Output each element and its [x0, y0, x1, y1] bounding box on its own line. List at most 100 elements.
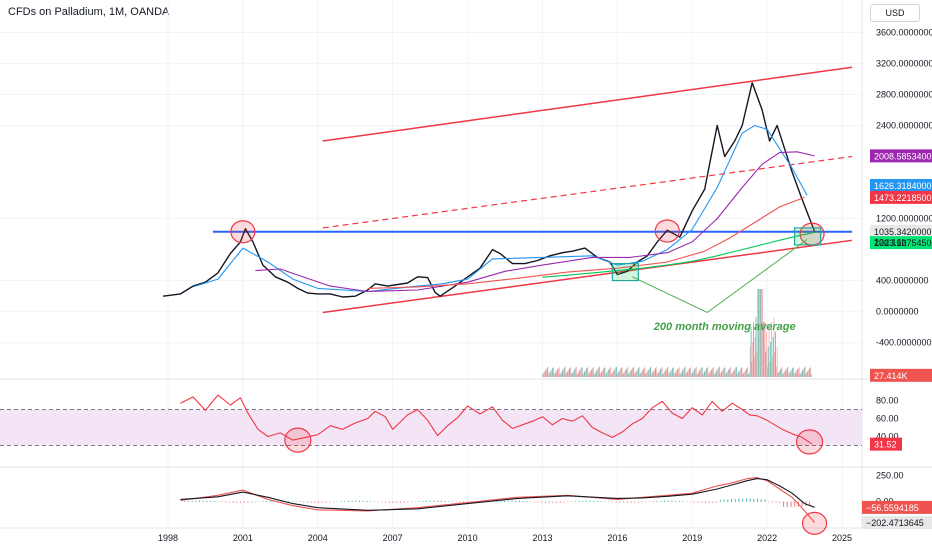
volume-bar [764, 322, 766, 377]
currency-selector[interactable]: USD [870, 4, 920, 22]
x-tick-label: 2010 [458, 533, 478, 543]
volume-bar [625, 369, 627, 377]
volume-bar [781, 366, 783, 377]
macd-hist-bar [712, 501, 714, 503]
x-tick-label: 2022 [757, 533, 777, 543]
volume-bar [567, 370, 569, 377]
volume-bar [681, 371, 683, 377]
rsi-tick-label: 60.00 [876, 414, 899, 424]
volume-bar [717, 369, 719, 377]
macd-hist-bar [619, 501, 621, 503]
macd-hist-bar [239, 501, 241, 503]
volume-bar [802, 370, 803, 377]
volume-bar [646, 372, 648, 377]
volume-bar [744, 371, 745, 377]
macd-hist-bar [634, 501, 636, 503]
volume-bar [553, 374, 555, 377]
x-tick-label: 2013 [532, 533, 552, 543]
volume-bar [590, 370, 592, 377]
volume-bar [582, 374, 584, 377]
volume-bar [552, 368, 554, 377]
volume-bar [664, 370, 666, 377]
volume-bar [573, 370, 575, 377]
volume-bar [722, 370, 723, 377]
macd-hist-bar [373, 501, 375, 502]
channel-lower-line [322, 239, 853, 314]
macd-hist-bar [656, 500, 658, 502]
volume-bar [698, 371, 700, 377]
macd-hist-bar [623, 501, 625, 503]
highlight-circle [654, 219, 680, 243]
volume-bar [632, 368, 634, 377]
rsi-value-box [870, 437, 902, 451]
volume-bar [584, 371, 585, 377]
volume-bar [689, 368, 691, 377]
volume-bar [716, 370, 718, 377]
volume-bar [802, 369, 804, 377]
volume-bar [672, 368, 674, 377]
volume-bar [744, 370, 746, 377]
macd-value-box [862, 516, 932, 530]
price-label-box [870, 224, 932, 238]
rsi-value: 31.52 [874, 440, 897, 450]
volume-bar [668, 374, 670, 377]
volume-bar [657, 372, 659, 377]
volume-bar [562, 369, 564, 377]
macd-hist-bar [399, 501, 401, 503]
macd-hist-bar [500, 500, 502, 502]
macd-hist-bar [403, 501, 405, 503]
volume-bar [591, 369, 593, 377]
volume-bar [653, 370, 655, 377]
volume-bar [557, 369, 559, 377]
macd-hist-bar [299, 501, 301, 503]
volume-bar [542, 374, 544, 377]
volume-bar [797, 369, 799, 377]
macd-hist-bar [243, 501, 245, 503]
volume-bar [736, 374, 738, 377]
macd-hist-bar [321, 501, 323, 503]
volume-bar [633, 374, 635, 377]
channel-upper-line [322, 66, 853, 142]
macd-hist-bar [496, 501, 498, 502]
bar-countdown: 22d 16h [874, 237, 907, 247]
volume-bar [776, 347, 778, 377]
volume-bar [566, 371, 568, 377]
volume-bar [564, 366, 566, 377]
volume-bar [779, 370, 781, 377]
volume-bar [741, 366, 743, 377]
price-label: 1023.1275450 [874, 238, 932, 248]
volume-bar [557, 368, 559, 377]
volume-bar [755, 317, 757, 377]
macd-hist-bar [429, 500, 431, 502]
volume-bar [703, 372, 705, 377]
volume-bar [705, 369, 707, 377]
macd-hist-bar [228, 501, 230, 503]
volume-bar [663, 372, 665, 377]
rsi-tick-label: 80.00 [876, 396, 899, 406]
volume-bar [761, 289, 763, 377]
volume-bar [608, 369, 610, 377]
volume-bar [717, 368, 719, 377]
volume-bar [588, 374, 590, 377]
volume-bar [550, 370, 552, 377]
macd-hist-bar [675, 500, 677, 502]
macd-hist-bar [563, 501, 565, 503]
volume-bar [602, 370, 603, 377]
macd-hist-bar [783, 501, 785, 507]
volume-bar [684, 366, 686, 377]
volume-bar [686, 372, 688, 377]
volume-bar [643, 368, 645, 377]
volume-bar [635, 371, 637, 377]
macd-hist-bar [552, 501, 554, 503]
volume-bar [718, 366, 720, 377]
y-tick-label: 3200.0000000 [876, 58, 932, 68]
macd-hist-bar [645, 501, 647, 503]
volume-bar [715, 371, 717, 377]
macd-hist-bar [366, 500, 368, 502]
macd-hist-bar [589, 500, 591, 502]
macd-hist-bar [727, 499, 729, 502]
macd-hist-bar [351, 500, 353, 502]
volume-bar [580, 368, 582, 377]
macd-hist-bar [217, 501, 219, 502]
